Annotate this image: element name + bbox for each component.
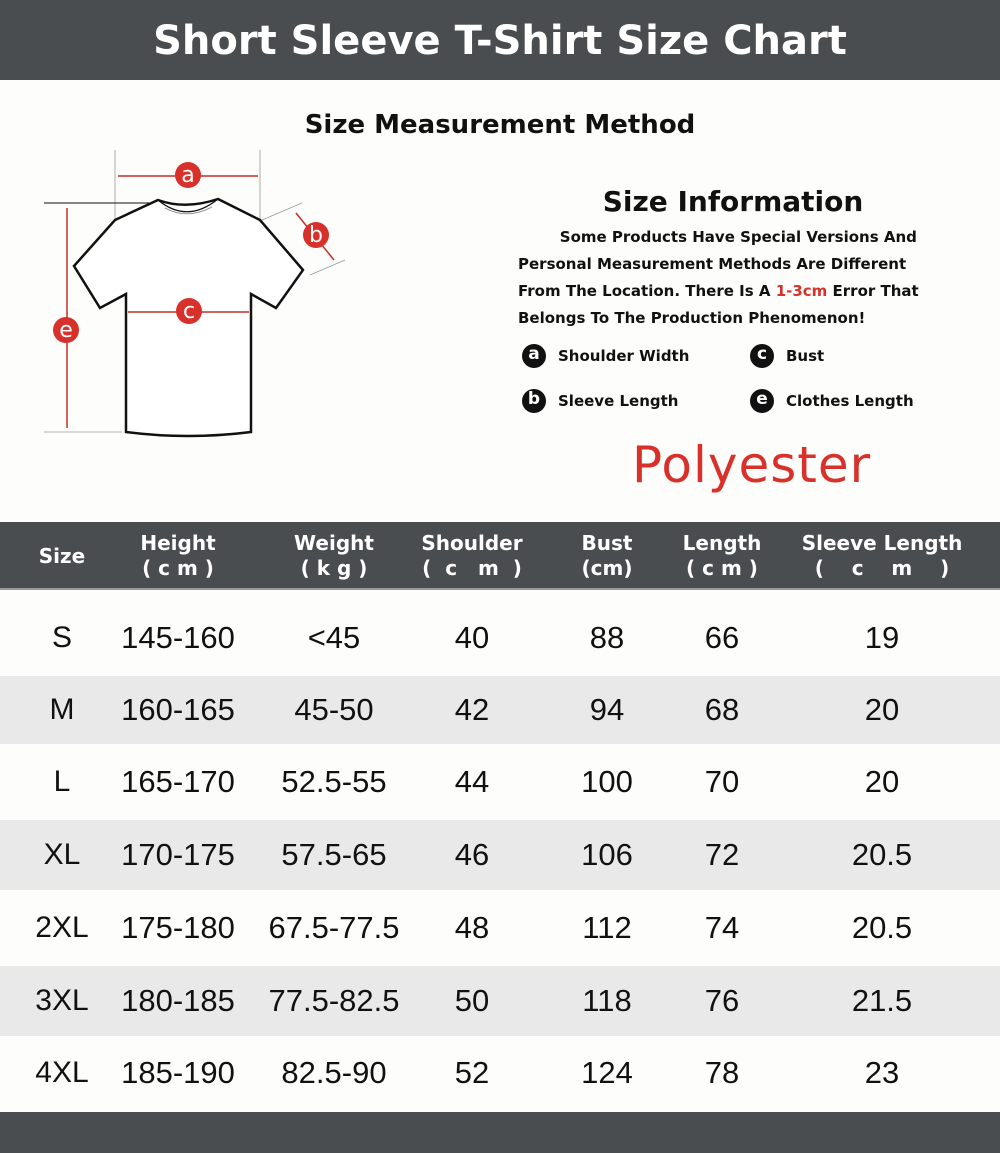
table-cell: 88 [589,620,625,655]
table-cell: 52.5-55 [281,764,387,799]
table-cell: 160-165 [121,692,235,727]
table-cell: 68 [704,692,740,727]
label-e-icon: e [53,317,79,343]
table-row: M 160-165 45-50 42 94 68 20 [0,676,1000,744]
b-icon: b [522,389,546,413]
table-cell: 52 [454,1055,490,1090]
table-cell: 165-170 [121,764,235,799]
table-cell: 42 [454,692,490,727]
svg-text:b: b [309,223,323,248]
table-cell: 2XL [35,911,89,944]
table-row: 3XL 180-185 77.5-82.5 50 118 76 21.5 [0,966,1000,1036]
legend-item: e Clothes Length [750,389,914,413]
table-cell: 124 [581,1055,633,1090]
legend-item: b Sleeve Length [522,389,678,413]
table-row: XL 170-175 57.5-65 46 106 72 20.5 [0,820,1000,890]
table-cell: 170-175 [121,837,235,872]
table-row: S 145-160 <45 40 88 66 19 [0,600,1000,676]
table-cell: 20 [864,764,900,799]
table-cell: 40 [454,620,490,655]
table-cell: 175-180 [121,910,235,945]
info-title: Size Information [602,185,864,218]
error-range: 1-3cm [775,282,828,300]
table-cell: 4XL [35,1056,89,1089]
table-cell: S [51,621,73,654]
size-information: Size Information Some Products Have Spec… [518,185,928,332]
table-header: Size Height ( c m ) Weight ( k g ) Shoulder… [0,522,1000,590]
legend-item: c Bust [750,344,824,368]
column-header: Size [38,543,86,568]
label-c-icon: c [176,298,202,324]
table-cell: 180-185 [121,983,235,1018]
table-cell: 82.5-90 [281,1055,387,1090]
column-header: Length ( c m ) [682,531,762,580]
table-cell: 20.5 [851,910,913,945]
table-cell: 94 [589,692,625,727]
label-a-icon: a [175,162,201,188]
table-cell: 67.5-77.5 [268,910,400,945]
table-cell: 66 [704,620,740,655]
legend-item: a Shoulder Width [522,344,689,368]
table-cell: 185-190 [121,1055,235,1090]
table-cell: 45-50 [294,692,374,727]
footer-bar [0,1112,1000,1153]
table-cell: 77.5-82.5 [268,983,400,1018]
table-cell: <45 [307,620,361,655]
table-cell: 118 [582,983,632,1018]
table-cell: 46 [454,837,490,872]
table-cell: 78 [704,1055,740,1090]
table-cell: L [53,765,71,798]
table-cell: 20.5 [851,837,913,872]
column-header: Height ( c m ) [140,531,216,580]
table-row: L 165-170 52.5-55 44 100 70 20 [0,744,1000,820]
table-cell: 112 [582,910,632,945]
table-cell: 100 [581,764,633,799]
table-cell: 145-160 [121,620,235,655]
table-cell: XL [43,838,81,871]
chart-title: Short Sleeve T-Shirt Size Chart [0,0,1000,80]
table-cell: 44 [454,764,490,799]
column-header: Sleeve Length ( c m ) [801,531,963,580]
svg-text:e: e [59,318,73,343]
table-cell: 48 [454,910,490,945]
table-cell: M [49,693,75,726]
a-icon: a [522,344,546,368]
material-label: Polyester [632,436,872,494]
column-header: Shoulder ( c m ) [421,531,523,580]
c-icon: c [750,344,774,368]
e-icon: e [750,389,774,413]
table-cell: 19 [864,620,900,655]
table-cell: 3XL [35,984,89,1017]
table-cell: 50 [454,983,490,1018]
table-cell: 57.5-65 [281,837,387,872]
svg-text:c: c [183,299,195,324]
table-cell: 72 [704,837,740,872]
info-text: Some Products Have Special Versions And … [518,228,919,327]
measurement-legend: a Shoulder Width c Bust b Sleeve Length e Cl… [522,344,942,424]
svg-text:a: a [181,163,194,188]
table-row: 2XL 175-180 67.5-77.5 48 112 74 20.5 [0,890,1000,966]
table-cell: 20 [864,692,900,727]
table-cell: 76 [704,983,740,1018]
tshirt-diagram: a b c e [44,150,346,438]
method-title: Size Measurement Method [304,110,696,140]
table-row: 4XL 185-190 82.5-90 52 124 78 23 [0,1036,1000,1110]
label-b-icon: b [303,222,329,248]
table-cell: 106 [581,837,633,872]
table-cell: 70 [704,764,740,799]
column-header: Weight ( k g ) [294,531,374,580]
table-cell: 21.5 [851,983,913,1018]
table-cell: 74 [704,910,740,945]
column-header: Bust (cm) [581,531,633,580]
table-cell: 23 [864,1055,900,1090]
